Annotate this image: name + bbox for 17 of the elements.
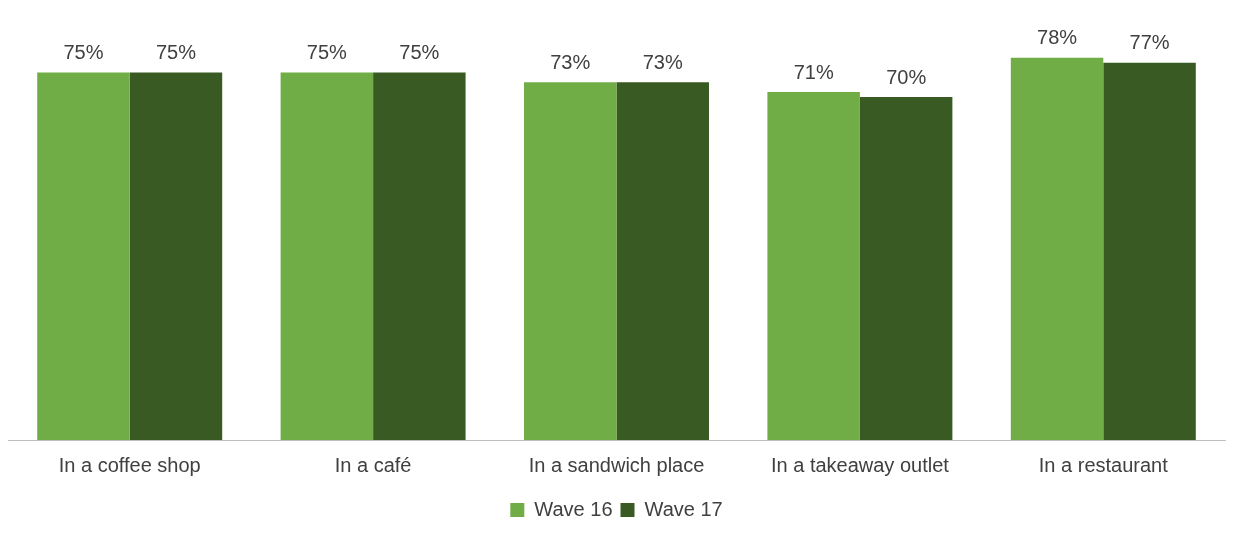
data-label: 78% xyxy=(1037,26,1078,49)
data-label: 73% xyxy=(642,50,683,73)
legend-label: Wave 17 xyxy=(644,497,723,520)
x-tick-label: In a takeaway outlet xyxy=(770,453,950,476)
data-label: 75% xyxy=(306,41,348,64)
data-label: 75% xyxy=(399,41,440,64)
x-tick-label: In a café xyxy=(334,453,412,476)
data-label: 71% xyxy=(793,60,834,83)
data-label: 73% xyxy=(550,50,591,73)
x-tick-label: In a coffee shop xyxy=(58,453,201,476)
data-label: 70% xyxy=(886,65,927,88)
x-tick-label: In a sandwich place xyxy=(528,453,705,476)
data-label: 75% xyxy=(63,41,104,64)
x-tick-label: In a restaurant xyxy=(1038,453,1169,476)
data-label: 77% xyxy=(1129,31,1170,54)
legend-label: Wave 16 xyxy=(534,497,613,520)
data-label: 75% xyxy=(155,41,197,64)
